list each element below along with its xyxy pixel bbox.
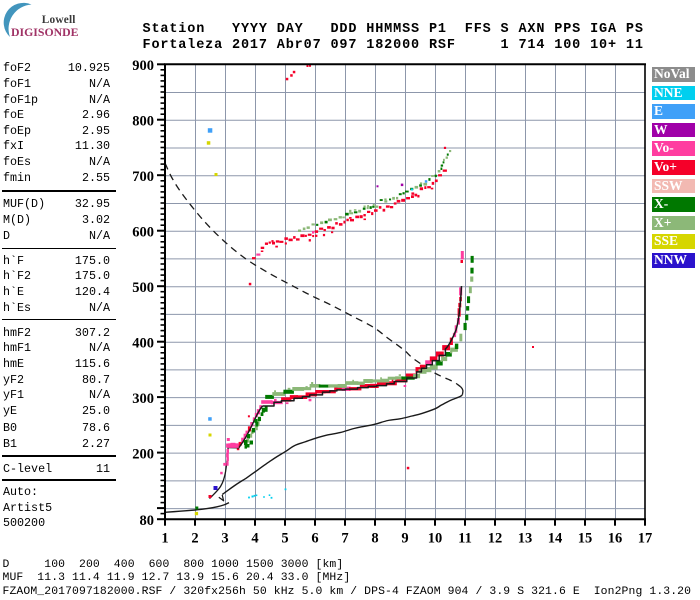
svg-text:12: 12 xyxy=(488,530,503,546)
svg-text:800: 800 xyxy=(132,113,154,129)
svg-text:900: 900 xyxy=(132,58,154,74)
svg-text:16: 16 xyxy=(608,530,623,546)
svg-text:6: 6 xyxy=(311,530,318,546)
svg-text:200: 200 xyxy=(132,446,154,462)
svg-text:Lowell: Lowell xyxy=(42,14,76,26)
svg-text:DIGISONDE: DIGISONDE xyxy=(11,25,79,39)
svg-text:300: 300 xyxy=(132,391,154,407)
svg-text:400: 400 xyxy=(132,335,154,351)
svg-text:3: 3 xyxy=(221,530,228,546)
svg-text:2: 2 xyxy=(191,530,198,546)
svg-text:1: 1 xyxy=(161,530,168,546)
svg-text:14: 14 xyxy=(548,530,563,546)
svg-text:600: 600 xyxy=(132,224,154,240)
svg-text:15: 15 xyxy=(578,530,593,546)
svg-text:8: 8 xyxy=(371,530,378,546)
svg-text:500: 500 xyxy=(132,280,154,296)
svg-text:80: 80 xyxy=(140,513,155,529)
svg-text:7: 7 xyxy=(341,530,348,546)
svg-text:4: 4 xyxy=(251,530,258,546)
svg-text:17: 17 xyxy=(638,530,653,546)
svg-text:11: 11 xyxy=(458,530,472,546)
svg-text:5: 5 xyxy=(281,530,288,546)
svg-text:9: 9 xyxy=(401,530,408,546)
svg-text:700: 700 xyxy=(132,169,154,185)
svg-text:13: 13 xyxy=(518,530,533,546)
svg-text:10: 10 xyxy=(428,530,443,546)
